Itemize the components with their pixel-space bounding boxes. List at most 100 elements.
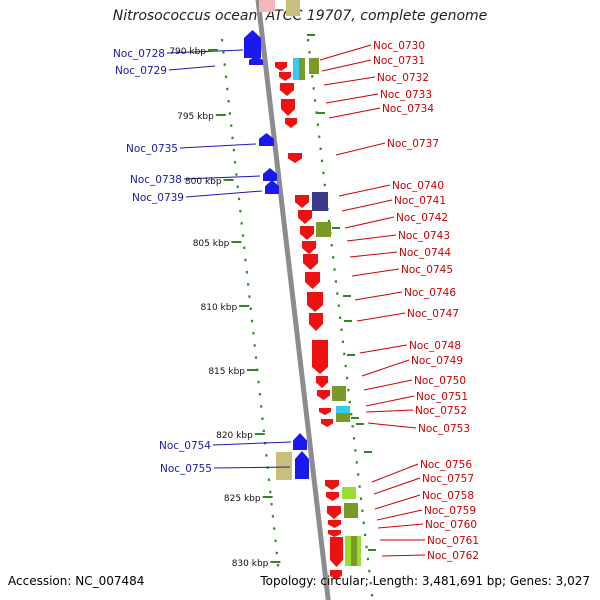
reverse-track-dot [260,405,263,408]
forward-gene-label: Noc_0742 [396,212,448,224]
forward-leader-line [356,312,406,322]
forward-track-dot [358,485,361,488]
reverse-track-dot [245,270,248,274]
forward-gene-arrow [327,506,341,519]
reverse-track-dot [222,51,225,54]
forward-gene-label: Noc_0737 [387,138,439,150]
reverse-track-dot [239,209,242,213]
forward-leader-line [359,344,408,354]
forward-leader-line [365,409,414,413]
forward-gene-label: Noc_0745 [401,264,453,276]
forward-gene-label: Noc_0762 [427,550,479,562]
forward-track-dot [362,521,365,525]
forward-leader-line [335,142,386,156]
forward-leader-line [321,59,372,72]
forward-gene-arrow [279,72,291,81]
gene-block-cyan [336,406,350,413]
scale-label: 825 kbp [224,494,261,504]
forward-gene-label: Noc_0730 [373,40,425,52]
forward-gene-label: Noc_0756 [420,459,472,471]
forward-track-dot [352,437,356,440]
reverse-leader-line [168,65,216,71]
forward-gene-arrow [300,226,314,240]
reverse-track-dot [247,283,250,286]
reverse-track-dot [243,246,246,249]
scale-label: 820 kbp [216,431,253,441]
forward-gene-arrow [298,210,312,224]
scale-label: 800 kbp [185,177,222,187]
forward-gene-label: Noc_0752 [415,405,467,417]
scale-label: 830 kbp [232,559,269,569]
forward-track-dot [336,292,339,295]
forward-track-dot [319,147,322,150]
forward-gene-label: Noc_0746 [404,287,456,299]
forward-gene-arrow [281,99,295,116]
forward-track-dot [307,39,310,42]
scale-label: 805 kbp [193,239,230,249]
forward-leader-line [381,554,426,557]
forward-track-dot [344,364,347,368]
forward-leader-line [325,93,379,104]
reverse-track-dot [270,502,273,506]
forward-gene-label: Noc_0734 [382,103,434,115]
gene-block-khaki [276,452,292,480]
forward-track-dot [311,75,314,78]
scale-label: 810 kbp [201,303,238,313]
gene-block-khaki [286,0,300,16]
forward-gene-label: Noc_0749 [411,355,463,367]
forward-leader-line [371,463,419,483]
forward-track-dot [322,171,325,175]
forward-leader-line [323,76,376,86]
forward-gene-label: Noc_0753 [418,423,470,435]
gene-block-olive [344,503,358,518]
forward-track-dot [327,219,331,223]
reverse-gene-arrow [263,168,277,181]
gene-block-olive [299,58,305,80]
forward-gene-arrow [312,340,328,374]
reverse-track-dot [253,344,256,347]
forward-track-dot [341,340,344,344]
reverse-track-dot [241,234,245,237]
reverse-track-dot [221,39,224,42]
forward-track-dot [337,304,340,307]
reverse-track-dot [235,173,238,176]
forward-track-dot [365,545,368,549]
reverse-track-dot [274,539,277,542]
gene-block-olive [336,413,350,422]
forward-gene-label: Noc_0761 [427,535,479,547]
forward-gene-label: Noc_0732 [377,72,429,84]
forward-track-dot [348,400,351,404]
forward-gene-label: Noc_0759 [424,505,476,517]
forward-track-dot [316,123,319,126]
forward-leader-line [328,107,381,119]
forward-gene-arrow [280,83,294,96]
forward-track-dot [364,533,367,537]
reverse-track-dot [223,63,226,66]
reverse-gene-label: Noc_0754 [159,440,211,452]
reverse-leader-line [212,441,292,446]
forward-leader-line [377,523,424,529]
forward-leader-line [344,216,395,229]
forward-track-dot [366,557,370,561]
reverse-leader-line [213,466,291,469]
forward-gene-arrow [319,408,331,415]
forward-gene-arrow [328,530,341,537]
forward-gene-label: Noc_0758 [422,490,474,502]
reverse-track-dot [262,429,265,433]
forward-leader-line [351,268,400,277]
reverse-track-dot [275,551,278,555]
reverse-track-dot [237,197,241,201]
forward-leader-line [361,359,410,377]
label-leader-lines [166,44,426,557]
reverse-track-dot [244,258,247,262]
gene-block-faded [259,0,275,12]
reverse-leader-line [183,175,261,180]
reverse-gene-label: Noc_0755 [160,463,212,475]
genome-summary-text: Topology: circular; Length: 3,481,691 bp… [260,574,590,588]
forward-track-dot [339,316,342,319]
forward-gene-arrow [307,292,323,312]
reverse-track-dot [232,148,235,152]
forward-track-dot [350,413,353,416]
gene-block-olive [309,58,319,74]
